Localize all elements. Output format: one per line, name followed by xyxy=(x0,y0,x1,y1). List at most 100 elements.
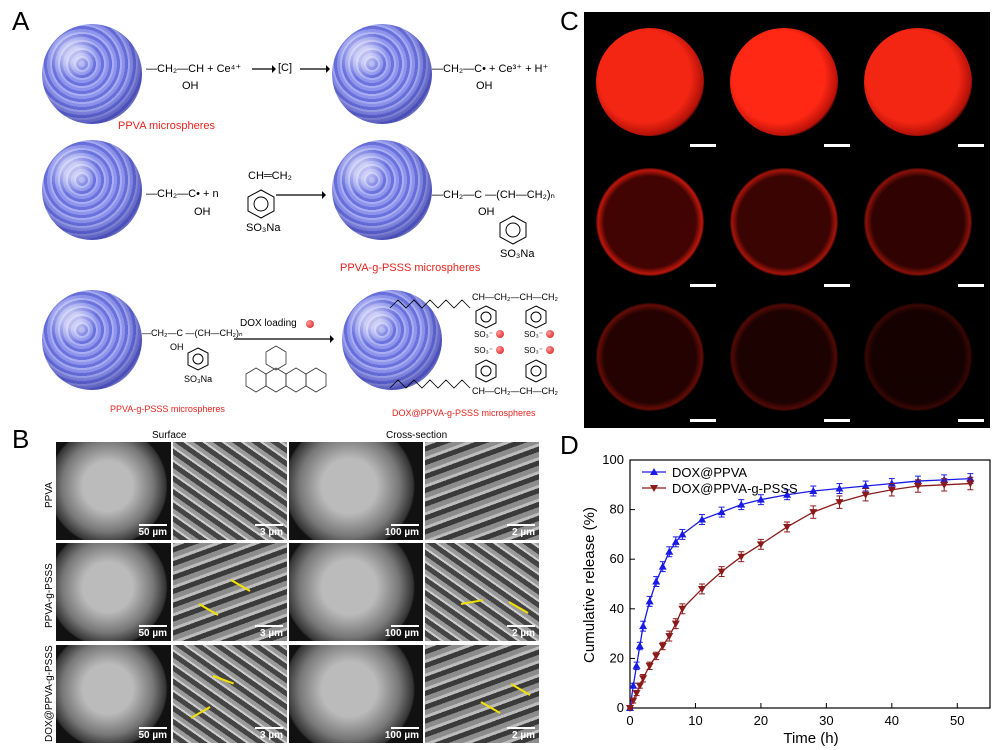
x-tick-label: 20 xyxy=(754,713,768,728)
data-point xyxy=(887,486,896,494)
scale-label: 3 µm xyxy=(260,730,283,741)
a-row3-right-rings-bottom xyxy=(475,359,547,383)
chart-frame xyxy=(629,459,991,709)
data-point xyxy=(835,499,844,507)
data-point xyxy=(809,509,818,517)
ppva-radical-microsphere xyxy=(42,140,142,240)
data-point xyxy=(645,597,654,605)
a-row3-right-top: CH—CH₂—CH—CH₂ xyxy=(472,292,558,302)
a-row3-so3-3: SO₃⁻ xyxy=(474,346,494,355)
scale-label: 100 µm xyxy=(384,730,419,741)
scale-bar xyxy=(690,419,716,422)
data-point xyxy=(717,508,726,516)
scale-bar xyxy=(139,524,167,526)
a-row3-left-chem: —CH₂—C —(CH—CH₂)ₙ xyxy=(142,328,243,338)
yellow-arrow-icon xyxy=(212,675,235,685)
b-col-cross-section: Cross-section xyxy=(386,430,448,441)
dox-dot-icon-3 xyxy=(496,346,504,354)
data-point xyxy=(737,500,746,508)
legend-marker-1 xyxy=(650,485,658,492)
data-point xyxy=(678,605,687,613)
data-point xyxy=(629,697,638,705)
scale-bar xyxy=(507,727,535,729)
legend-label-0: DOX@PPVA xyxy=(672,465,747,480)
a-row3-caption-right: DOX@PPVA-g-PSSS microspheres xyxy=(392,408,536,418)
a-row3-right-rings-top xyxy=(475,305,547,329)
a-row3-left-ring xyxy=(187,347,209,371)
fluorescent-microsphere xyxy=(596,28,704,136)
scale-bar xyxy=(255,727,283,729)
a-row2-monomer-bottom: SO₃Na xyxy=(246,222,281,234)
scale-label: 3 µm xyxy=(260,527,283,538)
data-point xyxy=(629,681,638,689)
a-row3-arrow xyxy=(234,335,334,343)
b-col-surface: Surface xyxy=(152,430,187,441)
chart-xlabel: Time (h) xyxy=(783,730,838,747)
b-row-label-dox: DOX@PPVA-g-PSSS xyxy=(44,645,55,742)
data-point xyxy=(940,481,949,489)
scale-bar xyxy=(507,524,535,526)
a-row3-so3-1: SO₃⁻ xyxy=(474,330,494,339)
ppva-g-psss-microsphere-1 xyxy=(332,140,432,240)
a-row3-right-bottom: CH—CH₂—CH—CH₂ xyxy=(472,386,558,396)
sem-dox-surface-high: 3 µm xyxy=(173,645,287,743)
sem-dox-cross-high: 2 µm xyxy=(425,645,539,743)
a-row3-polymer-chains xyxy=(389,299,471,389)
a-row2-product-oh: OH xyxy=(478,206,495,218)
a-row1-left-chem: —CH₂—CH + Ce⁴⁺ xyxy=(146,63,242,75)
fluorescent-microsphere xyxy=(730,28,838,136)
a-row2-arrow xyxy=(276,191,326,199)
data-point xyxy=(635,682,644,690)
scale-bar xyxy=(391,727,419,729)
dox-dot-icon-4 xyxy=(546,346,554,354)
fluorescent-microsphere xyxy=(864,28,972,136)
x-tick-label: 30 xyxy=(819,713,833,728)
a-row2-left-oh: OH xyxy=(194,206,211,218)
legend-marker-0 xyxy=(650,468,658,475)
sem-psss-surface-low: 50 µm xyxy=(56,543,171,641)
data-point xyxy=(783,490,792,498)
yellow-arrow-icon xyxy=(480,701,501,714)
b-row-label-ppva: PPVA xyxy=(44,482,55,508)
data-point xyxy=(652,652,661,660)
panel-label-a: A xyxy=(12,6,30,36)
data-point xyxy=(698,515,706,523)
fluorescent-microsphere xyxy=(730,303,838,411)
scale-label: 50 µm xyxy=(138,730,167,741)
series-line-0 xyxy=(629,477,971,709)
data-point xyxy=(966,480,975,488)
scale-bar xyxy=(139,625,167,627)
a-row1-arrow-2 xyxy=(300,65,330,73)
scale-bar xyxy=(958,144,984,147)
a-row2-product-chem: —CH₂—C —(CH—CH₂)ₙ xyxy=(432,189,555,201)
sem-psss-cross-low: 100 µm xyxy=(289,543,423,641)
sem-dox-surface-low: 50 µm xyxy=(56,645,171,743)
a-row2-product-ring xyxy=(499,215,527,245)
scale-bar xyxy=(255,625,283,627)
yellow-arrow-icon xyxy=(510,683,531,696)
data-point xyxy=(645,662,654,670)
scale-label: 100 µm xyxy=(384,527,419,538)
scale-label: 100 µm xyxy=(384,628,419,639)
release-chart: Time (h) Cumulative release (%) 0 10 20 30 4… xyxy=(581,452,991,747)
data-point xyxy=(639,675,648,683)
y-tick-label: 80 xyxy=(610,502,624,517)
data-point xyxy=(635,642,644,649)
sem-ppva-cross-low: 100 µm xyxy=(289,442,423,540)
sem-psss-surface-high: 3 µm xyxy=(173,543,287,641)
fluorescent-microsphere xyxy=(864,168,972,276)
chart-ylabel: Cumulative release (%) xyxy=(581,507,598,663)
dox-loaded-microsphere xyxy=(342,290,442,390)
y-tick-label: 0 xyxy=(617,700,624,715)
data-point xyxy=(756,495,765,503)
yellow-arrow-icon xyxy=(198,603,219,616)
scale-label: 2 µm xyxy=(512,527,535,538)
ppva-microsphere-1 xyxy=(42,24,142,124)
data-point xyxy=(861,491,870,499)
sem-ppva-surface-low: 50 µm xyxy=(56,442,171,540)
yellow-arrow-icon xyxy=(460,599,483,605)
dox-molecule-icon xyxy=(245,345,327,393)
a-row3-so3-4: SO₃⁻ xyxy=(524,346,544,355)
data-point xyxy=(626,705,634,712)
scale-bar xyxy=(391,625,419,627)
